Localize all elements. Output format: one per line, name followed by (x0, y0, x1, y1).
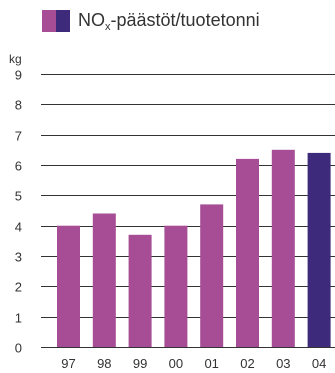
bar-98 (93, 214, 116, 348)
bar-97 (57, 226, 80, 347)
y-tick-label-6: 6 (15, 159, 22, 174)
bar-04 (308, 153, 331, 347)
y-tick-label-7: 7 (15, 129, 22, 144)
y-tick-label-9: 9 (15, 68, 22, 83)
bar-03 (272, 150, 295, 347)
y-tick-label-4: 4 (15, 220, 22, 235)
y-tick-label-2: 2 (15, 280, 22, 295)
x-tick-label-02: 02 (240, 356, 254, 371)
y-tick-label-0: 0 (15, 341, 22, 356)
x-tick-label-99: 99 (133, 356, 147, 371)
bar-99 (129, 235, 152, 347)
bar-02 (236, 159, 259, 347)
y-tick-label-8: 8 (15, 98, 22, 113)
y-tick-label-1: 1 (15, 311, 22, 326)
x-tick-label-97: 97 (61, 356, 75, 371)
y-tick-label-3: 3 (15, 250, 22, 265)
x-tick-label-98: 98 (97, 356, 111, 371)
bar-01 (200, 204, 223, 347)
x-tick-label-04: 04 (312, 356, 326, 371)
x-tick-label-03: 03 (276, 356, 290, 371)
bar-00 (164, 226, 187, 347)
x-tick-label-00: 00 (169, 356, 183, 371)
x-tick-label-01: 01 (204, 356, 218, 371)
y-tick-label-5: 5 (15, 189, 22, 204)
